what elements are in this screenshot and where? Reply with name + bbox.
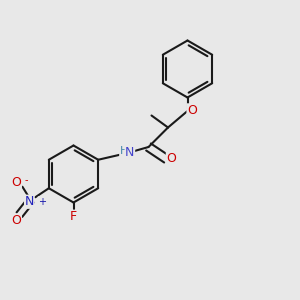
Text: N: N (125, 146, 135, 159)
Text: N: N (25, 195, 34, 208)
Text: F: F (70, 210, 77, 224)
Text: O: O (11, 214, 21, 227)
Text: O: O (167, 152, 176, 166)
Text: O: O (11, 176, 21, 189)
Text: H: H (120, 146, 128, 157)
Text: +: + (38, 197, 46, 207)
Text: -: - (24, 175, 28, 185)
Text: O: O (187, 104, 197, 117)
